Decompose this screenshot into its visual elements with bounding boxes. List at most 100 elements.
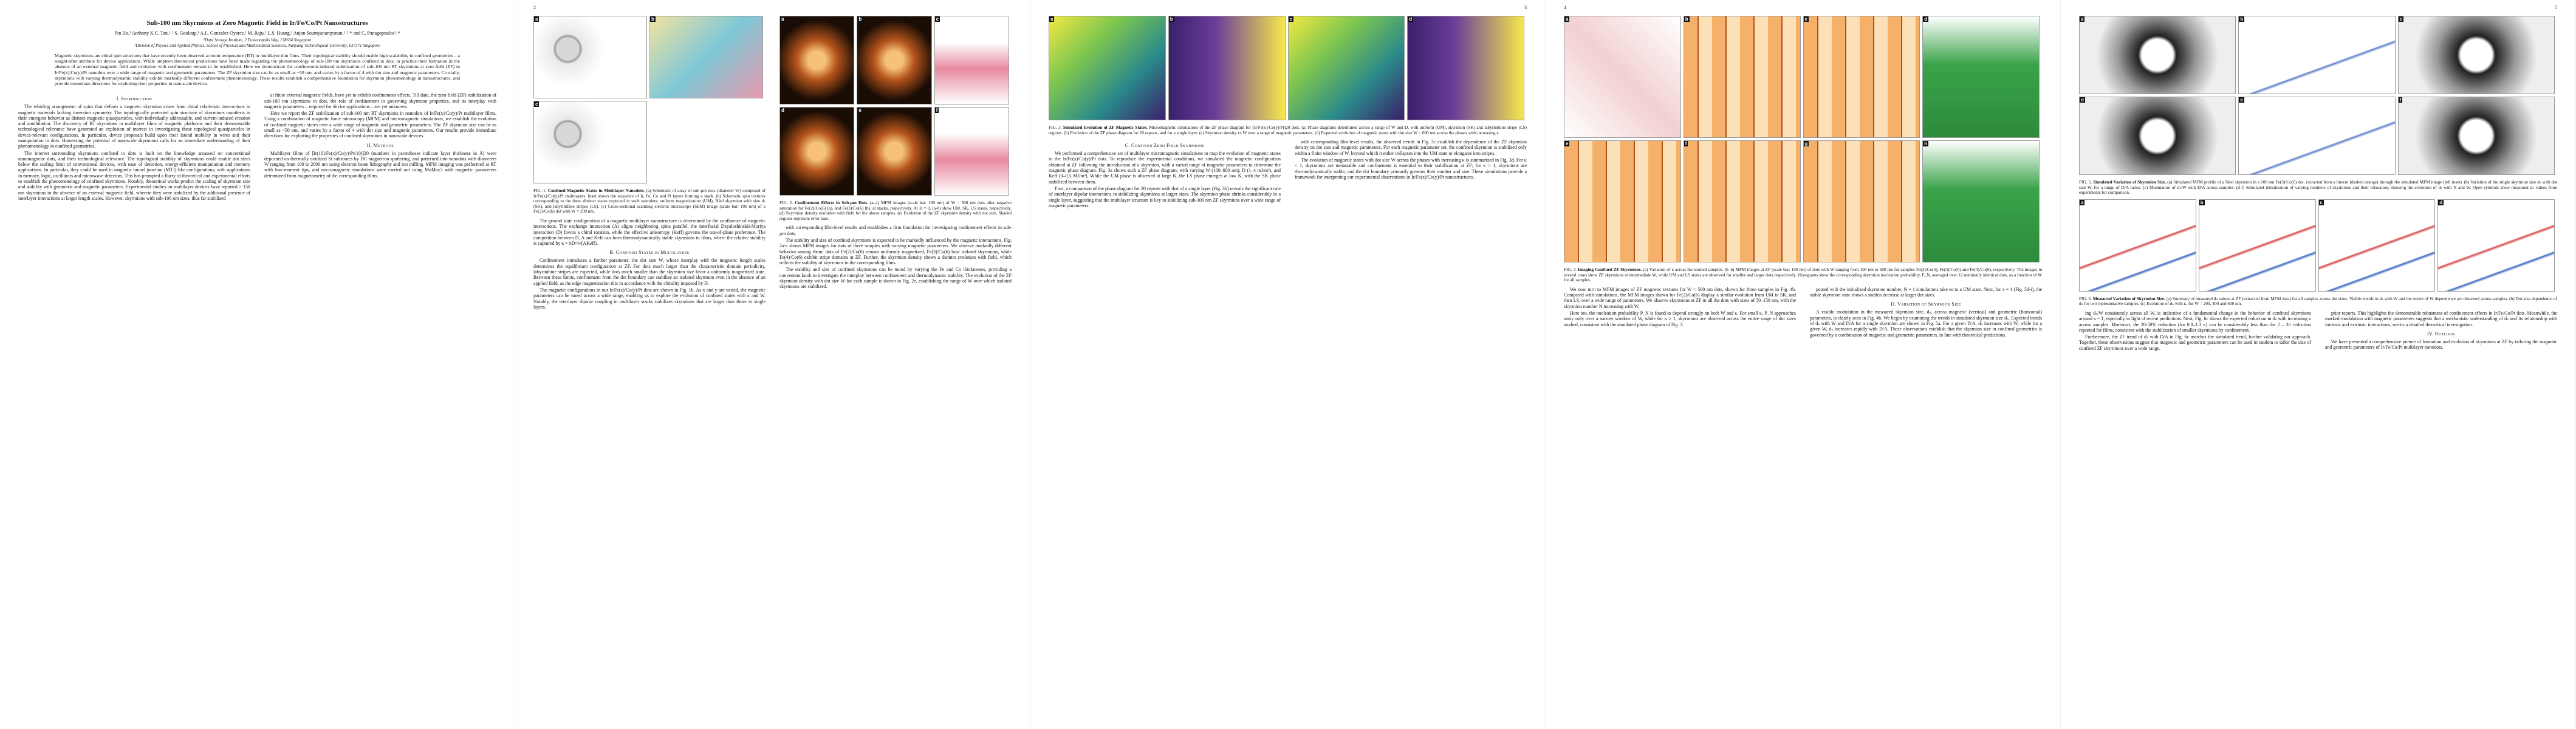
paragraph: First, a comparison of the phase diagram… [1049,185,1281,208]
paragraph: The stability and size of confined skyrm… [779,237,1012,266]
figure-caption: FIG. 3. Simulated Evolution of ZF Magnet… [1049,125,1527,135]
caption-label: FIG. 2. [779,200,793,205]
abstract: Magnetic skyrmions are chiral spin struc… [55,53,460,87]
figure-panel: e [857,107,932,196]
paragraph: Furthermore, the ZF trend of dₛ with D/A… [2079,334,2311,351]
columns: We now turn to MFM images of ZF magnetic… [1564,287,2042,339]
affiliation: ²Division of Physics and Applied Physics… [134,43,380,48]
panel-label: c [2318,199,2324,205]
panel-label: c [2398,16,2404,22]
figure-panel: b [1168,16,1286,120]
figure-caption: FIG. 5. Simulated Variation of Skyrmion … [2079,179,2557,196]
figure-panel: b [649,16,763,98]
paragraph: We performed a comprehensive set of mult… [1049,151,1281,185]
figure-panel: a [779,16,855,104]
caption-text: (a) Variation of κ across the studied sa… [1564,267,2043,283]
section-heading: D. Variation of Skyrmion Size [1891,301,1961,307]
column: a b c d e f FIG. 2. Confinement Effects in Sub… [779,13,1012,311]
page-number: 4 [1564,5,1566,10]
panel-label: a [1564,16,1570,22]
figure-panel: c [2397,16,2555,94]
figure-panel: a [1564,16,1681,138]
figure-panel: a [533,16,647,98]
page-number: 5 [2555,5,2557,10]
panel-label: b [1168,16,1174,22]
caption-label: FIG. 5. [2079,179,2092,185]
figure-panels: a b c d [2079,199,2557,294]
figure-panel: d [2437,199,2555,292]
figure-panel: f [2397,97,2555,175]
column: I. Introduction The whirling arrangement … [18,92,250,202]
caption-label: FIG. 3. [1049,125,1062,130]
caption-title: Confinement Effects in Sub-μm Dots. [795,200,868,205]
figure-panel: b [857,16,932,104]
panel-label: b [2199,199,2205,205]
paragraph: Here we report the ZF stabilization of s… [264,111,496,139]
panel-label: a [780,16,786,22]
figure: a b c d e f FIG. 2. Confinement Effects in Sub… [779,16,1012,221]
paragraph: peated with the initialized skyrmion num… [1810,286,2042,298]
paragraph: The interest surrounding skyrmions confi… [18,150,250,201]
paragraph: at finite external magnetic fields, have… [264,92,496,109]
figure-panel: d [2079,97,2236,175]
paragraph: A visible modulation in the measured sky… [1810,309,2042,338]
figure: a b c d FIG. 6. Measured Variation of Skyrmi… [2079,199,2557,307]
panel-label: f [934,108,939,113]
caption-title: Simulated Variation of Skyrmion Size. [2093,179,2167,185]
figure-panel: g [1803,140,1920,262]
column: with corresponding film-level results, t… [1295,139,1527,210]
panel-label: d [1408,16,1414,22]
caption-title: Imaging Confined ZF Skyrmions. [1578,267,1642,272]
paragraph: The ground state configuration of a magn… [533,217,766,247]
column: prior reports. This highlights the demon… [2325,310,2557,352]
panel-label: e [857,108,863,113]
caption-text: (a) Summary of measured dₛ values at ZF … [2079,295,2557,307]
columns: C. Confined Zero Field Skyrmions We perfo… [1049,139,1527,210]
panel-label: d [1923,16,1929,22]
panel-label: c [934,16,940,22]
figure-panel: c [2318,199,2436,292]
page-number: 2 [533,5,536,10]
caption-text: (a–c) MFM images (scale bar: 100 nm) of … [779,200,1012,221]
figure-panel: d [1922,16,2040,138]
section-heading: II. Methods [366,142,394,148]
column: C. Confined Zero Field Skyrmions We perfo… [1049,139,1281,210]
caption-text: (a) Schematic of array of sub-μm dots (d… [533,188,766,214]
page: 2 a b c FIG. 1. Confined Magnetic States in … [515,0,1030,729]
panel-label: a [2080,16,2085,22]
page: 5 a b c d e f FIG. 5. Simulated Variation of Sk… [2061,0,2576,729]
columns: ing dₛ/W consistently across all W, is i… [2079,310,2557,352]
paragraph: We have presented a comprehensive pictur… [2325,338,2557,351]
column: ing dₛ/W consistently across all W, is i… [2079,310,2311,352]
caption-label: FIG. 1. [533,188,547,193]
figure-panel: d [779,107,855,196]
paragraph: The magnetic configurations in our Ir/Fe… [533,287,766,310]
column: a b c FIG. 1. Confined Magnetic States in M… [533,13,766,311]
figure-panel: a [2079,199,2196,292]
caption-title: Simulated Evolution of ZF Magnetic State… [1063,125,1148,130]
panel-label: f [1684,141,1688,146]
caption-title: Measured Variation of Skyrmion Size. [2092,295,2165,301]
panel-label: d [2438,199,2444,205]
figure-panels: a b c d e f [779,16,1012,198]
figure-panel: f [1683,140,1801,262]
figure: a b c d e f FIG. 5. Simulated Variation of Sky… [2079,16,2557,196]
paragraph: We now turn to MFM images of ZF magnetic… [1564,286,1796,309]
column: We now turn to MFM images of ZF magnetic… [1564,287,1796,339]
panel-label: b [2239,16,2245,22]
figure-panel: e [2238,97,2396,175]
figure-caption: FIG. 6. Measured Variation of Skyrmion S… [2079,296,2557,307]
panel-label: b [857,16,863,22]
figure-panel: d [1407,16,1524,120]
paper-title: Sub-100 nm Skyrmions at Zero Magnetic Fi… [146,19,368,27]
paragraph: The stability and size of confined skyrm… [779,267,1012,290]
figure-caption: FIG. 1. Confined Magnetic States in Mult… [533,188,766,214]
section-heading: C. Confined Zero Field Skyrmions [1125,143,1205,149]
figure: a b c d FIG. 3. Simulated Evolution of ZF Ma… [1049,16,1527,135]
figure-panel: c [1287,16,1405,120]
paragraph: Here too, the nucleation probability P_N… [1564,310,1796,327]
columns: I. Introduction The whirling arrangement … [18,92,496,202]
panel-label: e [1564,141,1570,146]
panel-label: d [780,108,786,113]
